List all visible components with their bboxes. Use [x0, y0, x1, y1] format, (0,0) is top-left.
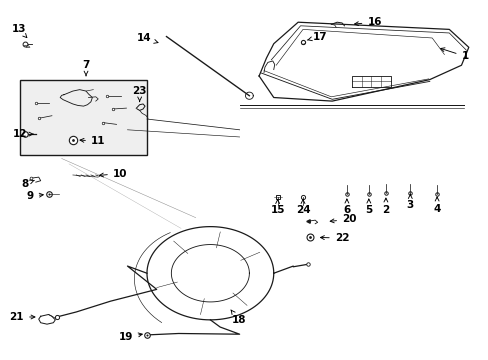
Text: 8: 8 — [21, 179, 34, 189]
Text: 24: 24 — [295, 199, 310, 216]
Text: 3: 3 — [406, 194, 413, 210]
Text: 22: 22 — [320, 233, 348, 243]
Text: 23: 23 — [132, 86, 146, 102]
Text: 12: 12 — [13, 129, 33, 139]
Text: 7: 7 — [82, 60, 89, 76]
Text: 21: 21 — [10, 312, 35, 322]
Text: 14: 14 — [137, 33, 158, 43]
Text: 19: 19 — [119, 332, 142, 342]
Text: 10: 10 — [100, 168, 127, 179]
Text: 2: 2 — [382, 198, 389, 216]
Text: 4: 4 — [432, 197, 440, 214]
Text: 9: 9 — [27, 191, 43, 201]
Text: 17: 17 — [306, 32, 327, 41]
Text: 11: 11 — [80, 136, 105, 146]
Text: 6: 6 — [343, 199, 350, 216]
Text: 15: 15 — [270, 199, 285, 216]
Text: 20: 20 — [329, 215, 356, 224]
Text: 18: 18 — [230, 310, 245, 325]
Text: 5: 5 — [365, 199, 372, 216]
Bar — [20, 80, 147, 155]
Text: 16: 16 — [354, 17, 381, 27]
Text: 1: 1 — [440, 48, 468, 61]
Text: 13: 13 — [12, 24, 27, 38]
